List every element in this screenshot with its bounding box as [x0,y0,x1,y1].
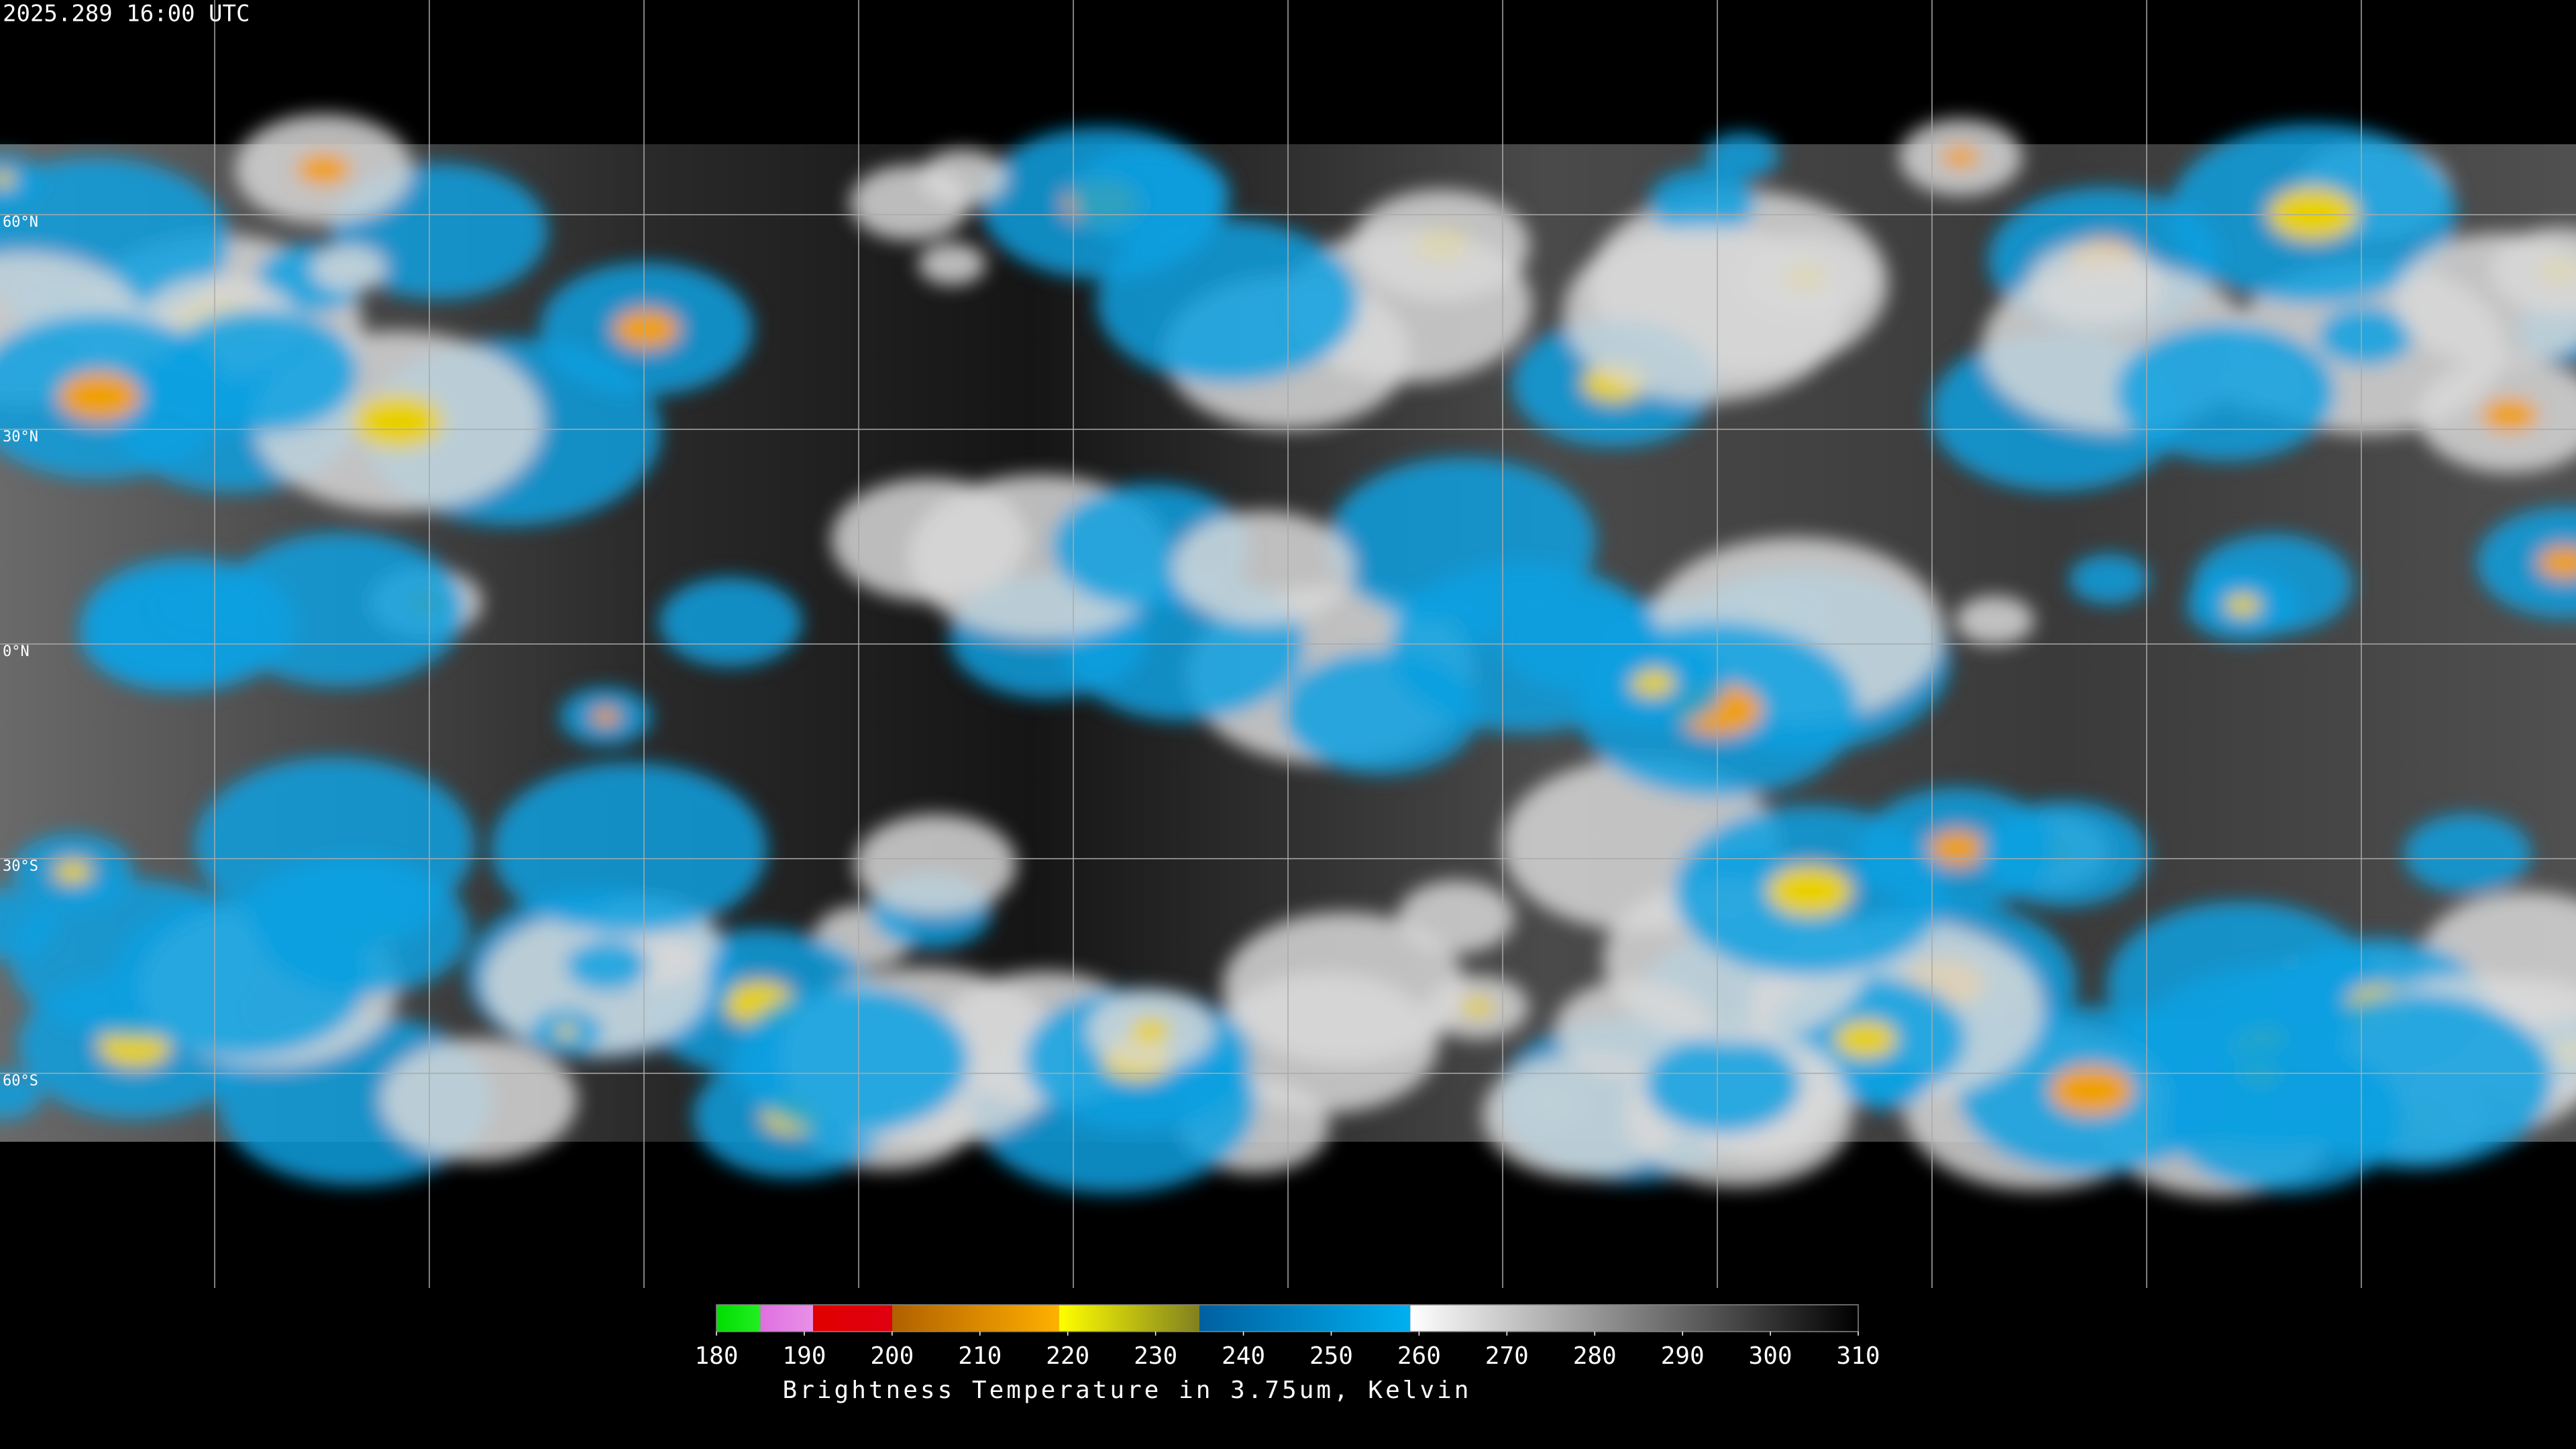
colorbar-frame [716,1304,1859,1332]
colorbar-tick-label: 260 [1397,1342,1441,1370]
colorbar-segment [1410,1305,1858,1332]
cloud [850,164,971,241]
cloud [380,1038,578,1162]
colorbar-segment [892,1305,1059,1332]
colorbar-tick-label: 300 [1749,1342,1792,1370]
latitude-label: 0°N [3,643,30,660]
cold-top [54,860,92,883]
colorbar-segment [1059,1305,1200,1332]
cloud [566,939,649,991]
colorbar-tick-label: 180 [694,1342,738,1370]
cloud [311,244,386,292]
colorbar-segment [760,1305,814,1332]
colorbar-tick-label: 190 [782,1342,826,1370]
cold-top [612,309,680,350]
cold-top [2049,1065,2134,1116]
colorbar-tick-label: 210 [958,1342,1002,1370]
cold-top [1461,997,1494,1017]
cloud [491,762,767,935]
cloud [2273,993,2553,1169]
colorbar-tick-label: 270 [1485,1342,1529,1370]
graticule [0,0,2576,1288]
cloud [855,814,1017,916]
cloud [1955,596,2035,645]
colorbar-tick-label: 290 [1661,1342,1705,1370]
cloud [2403,814,2532,894]
cloud [1499,590,1662,692]
cloud [2317,306,2414,366]
colorbar-segment [1199,1305,1411,1332]
latitude-label: 30°S [3,858,38,875]
colorbar-tick-label: 250 [1309,1342,1353,1370]
cloud [1705,133,1779,180]
cloud [1097,219,1359,384]
colorbar-tick-label: 280 [1573,1342,1617,1370]
cold-top [2267,186,2358,241]
cold-top [353,394,444,449]
latitude-label: 60°S [3,1073,38,1089]
cloud [287,855,438,950]
colorbar-tick-label: 220 [1046,1342,1089,1370]
timestamp: 2025.289 16:00 UTC [3,1,250,28]
colorbar-tick-label: 230 [1134,1342,1177,1370]
cold-top [58,372,141,421]
cold-top [2481,397,2539,433]
cold-top [296,152,352,186]
cloud [1563,225,1847,402]
cold-top [1767,865,1853,917]
cloud-layer [0,113,2576,1197]
latitude-label: 30°N [3,429,38,445]
colorbar-tick-label: 310 [1836,1342,1880,1370]
cold-top [1927,830,1988,867]
cloud [2069,554,2149,604]
colorbar-segment [716,1305,761,1332]
cloud [0,1071,42,1119]
cloud [217,532,465,687]
cloud [2476,506,2576,619]
cloud [2028,241,2163,326]
cloud [733,986,970,1134]
cold-top [1834,1020,1897,1059]
cloud [1648,168,1756,237]
cloud [2115,323,2336,462]
cold-top [555,1025,578,1039]
cold-top [591,708,621,726]
cloud [1284,227,1532,382]
cloud [1172,511,1354,625]
cold-top [1629,669,1676,697]
latitude-label: 60°N [3,214,38,231]
cold-top [1130,1018,1171,1042]
cloud [918,243,986,285]
cloud [831,478,1028,601]
colorbar-segment [813,1305,892,1332]
cloud [1980,801,2149,907]
cloud [0,155,42,204]
colorbar-title: Brightness Temperature in 3.75um, Kelvin [783,1377,1472,1404]
cloud [1069,146,1230,247]
colorbar-tick-label: 200 [870,1342,914,1370]
cold-top [2537,545,2576,580]
cloud [1213,972,1439,1114]
cloud [1482,1053,1681,1178]
cold-top [1941,146,1980,169]
cloud [659,577,802,667]
cold-top [0,172,15,187]
cloud [2394,233,2576,366]
cloud [1845,1059,1927,1110]
cloud [1645,1036,1801,1134]
cold-top [2225,594,2261,616]
colorbar-tick-label: 240 [1222,1342,1265,1370]
